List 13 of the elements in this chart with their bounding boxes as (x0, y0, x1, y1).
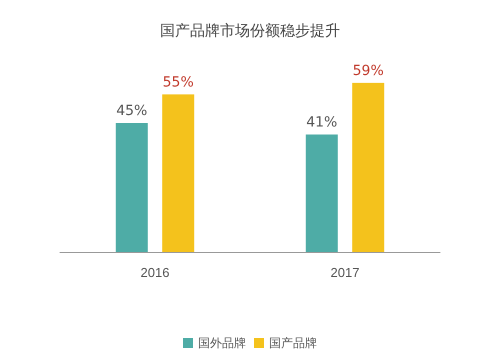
data-label: 59% (352, 62, 384, 79)
chart-title: 国产品牌市场份额稳步提升 (160, 22, 340, 40)
x-tick-label: 2017 (330, 265, 360, 280)
bar (162, 94, 194, 252)
data-label: 45% (116, 103, 148, 119)
x-tick-label: 2016 (140, 265, 170, 280)
data-label: 41% (306, 114, 338, 130)
bar (116, 123, 148, 252)
bar (352, 82, 384, 252)
legend-label: 国产品牌 (269, 336, 317, 350)
data-label: 55% (162, 74, 194, 90)
legend-label: 国外品牌 (198, 336, 246, 350)
bar (306, 134, 338, 252)
